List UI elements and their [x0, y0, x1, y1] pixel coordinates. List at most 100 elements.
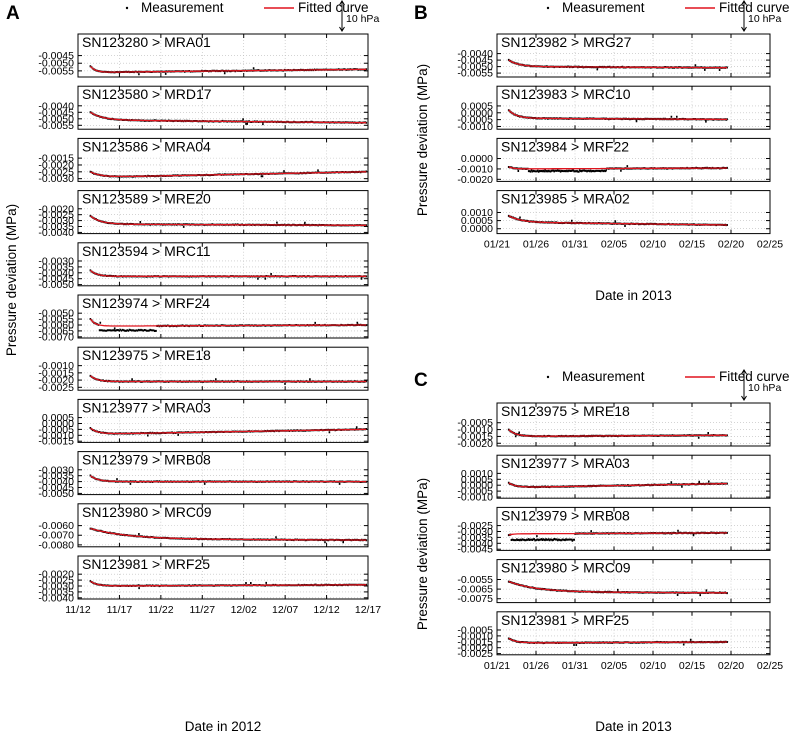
- x-tick-label: 11/17: [107, 604, 133, 616]
- fitted-curve: [89, 269, 367, 277]
- y-tick-label: -0.0045: [38, 50, 74, 62]
- measurement-series: [89, 111, 368, 126]
- fitted-curve: [90, 111, 367, 124]
- y-tick-label: -0.0010: [38, 430, 74, 442]
- y-axis-label: Pressure deviation (MPa): [4, 204, 19, 356]
- y-tick-label: -0.0050: [38, 488, 74, 500]
- y-tick-label: -0.0035: [457, 532, 493, 544]
- subplot-frame: [496, 137, 771, 182]
- legend-measurement-label: Measurement: [562, 0, 645, 15]
- y-tick-label: -0.0010: [38, 360, 74, 372]
- legend-measurement-marker: [546, 6, 550, 10]
- legend-fitted-label: Fitted curve: [719, 0, 790, 15]
- subplot-title: SN123981 > MRF25: [82, 556, 210, 572]
- panel-letter-C: C: [414, 370, 428, 391]
- y-tick-label: -0.0040: [457, 538, 493, 550]
- subplot-frame: [496, 559, 771, 604]
- y-tick-label: -0.0010: [457, 424, 493, 436]
- subplot-A-2: SN123580 > MRD17 -0.0040-0.0045-0.0050-0.…: [38, 85, 369, 132]
- y-tick-label: -0.0025: [38, 575, 74, 587]
- fitted-curve: [89, 65, 367, 73]
- y-tick-label: -0.0025: [457, 520, 493, 532]
- x-tick-label: 02/05: [601, 660, 627, 672]
- y-tick-label: -0.0005: [457, 114, 493, 126]
- x-tick-label: 11/12: [65, 604, 91, 616]
- y-tick-label: -0.0040: [38, 476, 74, 488]
- y-tick-label: -0.0025: [38, 382, 74, 394]
- subplot-frame: [77, 137, 369, 182]
- panel-letter-A: A: [6, 3, 20, 24]
- fitted-curve: [90, 427, 367, 435]
- y-tick-label: -0.0010: [457, 630, 493, 642]
- subplot-title: SN123975 > MRE18: [82, 347, 211, 363]
- legend-measurement-label: Measurement: [141, 0, 224, 15]
- fitted-curve: [90, 171, 367, 178]
- legend-measurement-marker: [125, 6, 129, 10]
- y-axis-label: Pressure deviation (MPa): [415, 478, 430, 630]
- y-tick-label: -0.0020: [457, 438, 493, 450]
- y-tick-label: -0.0010: [457, 121, 493, 133]
- y-tick-label: -0.0025: [38, 209, 74, 221]
- fitted-curve: [508, 637, 728, 644]
- y-tick-label: -0.0045: [457, 544, 493, 556]
- measurement-series: [89, 214, 368, 228]
- y-tick-label: -0.0035: [38, 261, 74, 273]
- subplot-C-3: SN123979 > MRB08 -0.0025-0.0030-0.0035-0.…: [457, 506, 771, 556]
- y-tick-label: 0.0000: [461, 223, 493, 235]
- y-tick-label: -0.0030: [38, 255, 74, 267]
- x-tick-label: 02/10: [640, 660, 666, 672]
- subplot-frame: [77, 85, 369, 130]
- scale-label: 10 hPa: [748, 382, 781, 394]
- scale-label: 10 hPa: [346, 13, 379, 25]
- x-axis-label: Date in 2013: [595, 719, 672, 734]
- x-tick-label: 01/21: [484, 239, 510, 251]
- subplot-frame: [77, 346, 369, 391]
- x-tick-label: 02/05: [601, 239, 627, 251]
- x-axis-label: Date in 2012: [185, 719, 262, 734]
- y-tick-label: -0.0015: [38, 153, 74, 165]
- panel-A: A SN123280 > MRA01-0.0045-0.0050-0.0055 SN…: [4, 3, 381, 734]
- legend-measurement-label: Measurement: [562, 369, 645, 384]
- subplot-A-7: SN123975 > MRE18 -0.0010-0.0015-0.0020-0.…: [38, 346, 369, 394]
- x-tick-label: 02/25: [757, 660, 783, 672]
- x-tick-label: 12/17: [355, 604, 381, 616]
- y-tick-label: 0.0000: [461, 480, 493, 492]
- subplot-frame: [496, 33, 771, 78]
- y-tick-label: -0.0020: [457, 642, 493, 654]
- subplot-C-4: SN123980 > MRC09 -0.0055-0.0065-0.0075: [457, 559, 771, 605]
- measurement-series: [507, 58, 728, 71]
- subplot-title: SN123985 > MRA02: [501, 191, 630, 207]
- y-tick-label: -0.0035: [38, 586, 74, 598]
- y-tick-label: -0.0055: [457, 68, 493, 80]
- y-tick-label: -0.0070: [38, 530, 74, 542]
- subplot-frame: [496, 611, 771, 656]
- subplot-A-4: SN123589 > MRE20 -0.0020-0.0025-0.0030-0.…: [38, 190, 369, 239]
- fitted-curve: [89, 318, 367, 327]
- y-tick-label: -0.0040: [38, 227, 74, 239]
- subplot-title: SN123980 > MRC09: [501, 560, 631, 576]
- x-tick-label: 11/22: [148, 604, 174, 616]
- y-tick-label: -0.0055: [38, 314, 74, 326]
- y-tick-label: -0.0055: [38, 65, 74, 77]
- y-tick-label: -0.0045: [457, 55, 493, 67]
- panel-letter-B: B: [414, 3, 428, 24]
- subplot-frame: [77, 451, 369, 496]
- legend-fitted-label: Fitted curve: [298, 0, 369, 15]
- x-tick-label: 02/20: [718, 239, 744, 251]
- y-axis-label: Pressure deviation (MPa): [415, 64, 430, 216]
- subplot-title: SN123589 > MRE20: [82, 191, 211, 207]
- y-tick-label: -0.0030: [38, 173, 74, 185]
- x-tick-label: 01/21: [484, 660, 510, 672]
- y-tick-label: -0.0050: [38, 58, 74, 70]
- y-tick-label: -0.0020: [38, 569, 74, 581]
- subplot-A-1: SN123280 > MRA01 -0.0045-0.0050-0.0055: [38, 33, 369, 78]
- y-tick-label: -0.0050: [457, 61, 493, 73]
- x-tick-label: 01/31: [562, 239, 588, 251]
- y-tick-label: -0.0020: [38, 159, 74, 171]
- scale-arrow-up-icon: [339, 0, 345, 6]
- subplot-frame: [496, 402, 771, 447]
- legend-fitted-label: Fitted curve: [719, 369, 790, 384]
